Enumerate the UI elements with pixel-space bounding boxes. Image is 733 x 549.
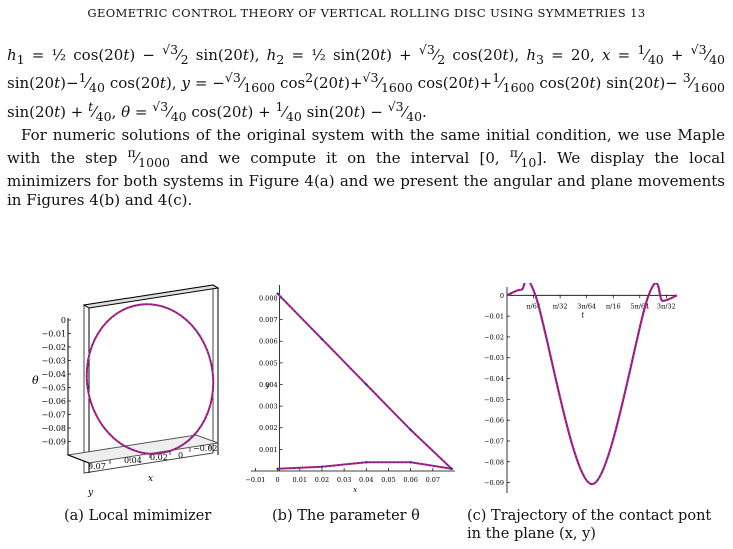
theta-point [409, 428, 412, 432]
x-tick-a: 0 [178, 451, 183, 460]
y-tick-label-c: −0.08 [484, 458, 504, 466]
theta-point [365, 383, 368, 386]
theta-tick-label: −0.04 [41, 370, 66, 379]
caption-c: (c) Trajectory of the contact pont in th… [467, 508, 712, 542]
caption-a: (a) Local mimimizer [64, 508, 212, 524]
x-tick-label-c: π/16 [606, 302, 621, 310]
y-tick-label-b: 0.007 [259, 316, 278, 324]
x-tick-label-b: 0.03 [337, 476, 351, 484]
theta-tick-label: −0.09 [41, 438, 66, 447]
figure-b-plot: 0.008 0.007 0.006 0.005 0.004 0.003 0.002 0.001… [245, 285, 455, 494]
y-axis-label-b: y [265, 381, 271, 389]
theta-tick-label: −0.08 [41, 424, 66, 433]
theta-point [276, 292, 279, 295]
theta-tick-label: −0.02 [41, 343, 66, 352]
figure-c-plot: 0 −0.01 −0.02 −0.03 −0.04 −0.05 −0.06 −0.07 −0.0… [484, 283, 678, 493]
theta-point [320, 465, 324, 468]
trajectory-dots [506, 283, 678, 485]
x-tick-a: −0.02 [193, 444, 218, 453]
y-tick-label-c: −0.07 [484, 437, 504, 445]
theta-tick-label: −0.06 [41, 397, 66, 406]
theta-tick-label: 0 [61, 316, 66, 325]
equations-text: h1 = ½ cos(20t) − √3⁄2 sin(20t), h2 = ½ … [7, 42, 725, 124]
y-tick-a: 0.07 [88, 462, 106, 471]
theta-point [409, 461, 412, 464]
theta-tick-label: −0.07 [41, 411, 66, 420]
body-text: h1 = ½ cos(20t) − √3⁄2 sin(20t), h2 = ½ … [7, 41, 725, 209]
caption-b: (b) The parameter θ [272, 508, 420, 524]
trajectory-line [506, 283, 678, 486]
y-tick-label-c: −0.09 [484, 479, 504, 487]
x-tick-label-b: 0.06 [403, 476, 417, 484]
x-tick-label-b: 0.02 [315, 476, 329, 484]
paragraph-text: For numeric solutions of the original sy… [7, 125, 725, 209]
x-tick-label-b: −0.01 [245, 476, 265, 484]
x-axis-label-a: x [148, 474, 153, 484]
theta-point [365, 461, 368, 464]
running-header: GEOMETRIC CONTROL THEORY OF VERTICAL ROL… [87, 6, 646, 20]
y-tick-label-b: 0.006 [259, 338, 278, 346]
y-tick-label-c: −0.06 [484, 417, 504, 425]
x-tick-label-c: π/32 [553, 302, 568, 310]
y-tick-label-b: 0.002 [259, 424, 278, 432]
y-tick-a: 0.04 [124, 456, 142, 465]
x-axis-label-c: t [581, 311, 584, 319]
theta-tick-label: −0.05 [41, 384, 66, 393]
x-tick-label-b: 0.04 [359, 476, 373, 484]
theta-point [276, 467, 279, 471]
y-tick-label-c: −0.04 [484, 375, 504, 383]
x-tick-label-b: 0 [276, 476, 280, 484]
theta-tick-label: −0.01 [41, 330, 66, 339]
y-tick-label-b: 0.003 [259, 403, 278, 411]
x-axis-label-b: x [353, 486, 357, 494]
y-tick-a: 0.02 [150, 453, 168, 462]
y-tick-label-c: −0.02 [484, 333, 504, 341]
y-axis-label-a: y [87, 488, 94, 498]
theta-point [320, 337, 324, 341]
y-tick-label-b: 0.004 [259, 381, 278, 389]
y-tick-label-b: 0.005 [259, 359, 278, 367]
y-tick-label-b: 0.001 [259, 446, 278, 454]
y-tick-label-c: −0.01 [484, 313, 504, 321]
theta-point [450, 467, 453, 471]
y-tick-label-c: −0.03 [484, 354, 504, 362]
x-tick-label-c: 3π/32 [657, 302, 676, 310]
theta-axis-label: θ [32, 374, 39, 387]
theta-series-dots [277, 293, 453, 470]
x-tick-label-c: 3π/64 [577, 302, 596, 310]
x-tick-label-b: 0.07 [426, 476, 440, 484]
x-tick-label-b: 0.05 [381, 476, 395, 484]
theta-tick-label: −0.03 [41, 357, 66, 366]
y-tick-label-c: −0.05 [484, 396, 504, 404]
y-tick-label-b: 0.008 [259, 294, 278, 302]
x-tick-label-b: 0.01 [293, 476, 307, 484]
x-tick-label-c: π/64 [526, 302, 541, 310]
x-tick-label-c: 5π/64 [630, 302, 649, 310]
y-tick-label-c: 0 [500, 292, 504, 300]
theta-series-line [277, 461, 452, 470]
figure-a-plot: 0 −0.01 −0.02 −0.03 −0.04 −0.05 −0.06 −0.07 −0.0… [32, 284, 220, 498]
